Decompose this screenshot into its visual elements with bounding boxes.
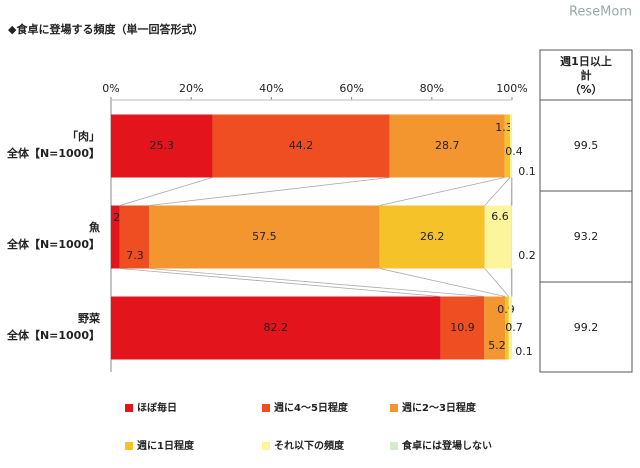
watermark: ReseMom [569,5,632,20]
data-label: 0.7 [505,321,523,334]
summary-value: 99.2 [574,321,599,334]
x-tick-label: 40% [259,82,283,95]
data-label: 7.3 [126,249,144,262]
summary-value: 93.2 [574,230,599,243]
x-tick-label: 100% [496,82,527,95]
bar-segment [111,114,213,178]
legend-label: それ以下の頻度 [274,439,345,452]
data-label: 82.2 [264,321,289,334]
data-label: 0.2 [518,249,536,262]
legend-swatch [390,442,398,450]
category-sublabel: 全体【N=1000】 [6,146,100,160]
data-label: 6.6 [491,210,509,223]
bar-segment [511,205,512,269]
x-tick-label: 80% [420,82,444,95]
legend-label: ほぼ毎日 [137,401,177,414]
legend-label: 食卓には登場しない [401,439,492,452]
data-label: 5.2 [488,339,506,352]
connector-line [484,177,511,206]
bar-segment [389,114,505,178]
bar-segment [111,296,441,360]
bar-segment [509,114,512,178]
bar-segment [119,205,150,269]
bar-segment [149,205,380,269]
legend-swatch [125,442,133,450]
summary-header: （%） [569,83,602,96]
connector-line [379,177,505,206]
legend-swatch [262,404,270,412]
data-label: 0.1 [515,345,533,358]
data-label: 25.3 [149,139,174,152]
data-label: 10.9 [450,321,475,334]
data-label: 26.2 [420,230,445,243]
summary-table [539,49,633,373]
data-label: 57.5 [252,230,277,243]
category-sublabel: 全体【N=1000】 [6,237,100,251]
category-label: 「肉」 [67,129,100,143]
x-tick-label: 0% [102,82,119,95]
category-label: 野菜 [78,311,101,325]
connector-line [119,268,441,297]
bar-segment [505,296,509,360]
legend-label: 週に2～3日程度 [402,401,477,414]
data-label: 0.9 [497,303,515,316]
bar-segment [212,114,390,178]
legend-swatch [262,442,270,450]
data-label: 0.1 [518,165,536,178]
legend-label: 週に1日程度 [137,439,195,452]
summary-header: 計 [581,68,592,82]
bar-segment [484,205,512,269]
connector-line [119,177,213,206]
connector-line [484,268,510,297]
legend-swatch [125,404,133,412]
legend-swatch [390,404,398,412]
x-tick-label: 60% [339,82,363,95]
legend-label: 週に4～5日程度 [274,401,349,414]
bar-segment [379,205,485,269]
x-tick-label: 20% [179,82,203,95]
data-label: 44.2 [289,139,314,152]
summary-header: 週1日以上 [560,54,612,68]
bar-segment [504,114,510,178]
connector-line [149,268,485,297]
connector-line [379,268,506,297]
bar-segment [508,296,512,360]
bar-segment [440,296,485,360]
bar-segment [111,205,120,269]
data-label: 0.4 [505,145,523,158]
data-label: 1.3 [495,121,513,134]
category-label: 魚 [89,220,100,234]
category-sublabel: 全体【N=1000】 [6,328,100,342]
bar-segment [484,296,506,360]
data-label: 28.7 [435,139,460,152]
summary-value: 99.5 [574,139,599,152]
chart-title: ◆食卓に登場する頻度（単一回答形式） [8,22,203,36]
connector-line [149,177,390,206]
